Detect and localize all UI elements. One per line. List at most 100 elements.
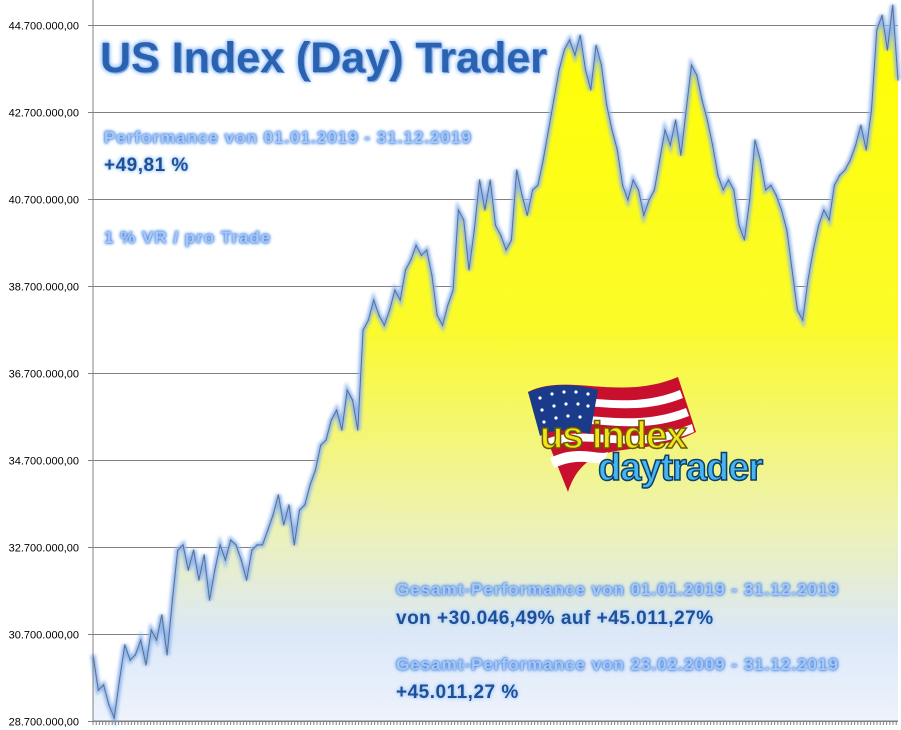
data-point xyxy=(764,189,767,191)
data-point xyxy=(145,664,147,666)
data-point xyxy=(251,549,253,551)
chart-title: US Index (Day) Trader xyxy=(100,34,547,82)
performance-label: Performance von 01.01.2019 - 31.12.2019 xyxy=(104,128,472,147)
data-point xyxy=(124,644,126,646)
y-tick-label: 28.700.000,00 xyxy=(9,717,79,729)
data-point xyxy=(833,184,836,186)
data-point xyxy=(637,189,640,191)
data-point xyxy=(129,659,131,661)
data-point xyxy=(791,269,793,271)
data-point xyxy=(643,214,645,216)
data-point xyxy=(468,269,470,271)
data-point xyxy=(727,179,730,181)
data-point xyxy=(240,559,242,561)
data-point xyxy=(426,249,428,251)
data-point xyxy=(267,529,269,531)
data-point xyxy=(373,299,375,301)
logo-line2: daytrader xyxy=(598,447,763,489)
data-point xyxy=(198,579,200,581)
data-point xyxy=(193,549,195,551)
data-point xyxy=(892,4,894,6)
data-point xyxy=(203,554,205,556)
total-performance-since-2009-value: +45.011,27 % xyxy=(396,682,519,703)
data-point xyxy=(521,194,523,196)
data-point xyxy=(362,329,364,331)
y-tick-label: 36.700.000,00 xyxy=(9,369,79,381)
data-point xyxy=(632,179,634,181)
data-point xyxy=(590,89,592,91)
data-point xyxy=(659,159,661,161)
data-point xyxy=(817,224,820,226)
data-point xyxy=(404,269,407,271)
data-point xyxy=(283,524,285,526)
data-point xyxy=(526,214,528,216)
data-point xyxy=(256,544,258,546)
data-point xyxy=(622,184,624,186)
y-tick-label: 32.700.000,00 xyxy=(9,543,79,555)
data-point xyxy=(298,509,301,511)
data-point xyxy=(277,494,279,496)
data-point xyxy=(214,569,216,571)
data-point xyxy=(431,274,433,276)
data-point xyxy=(187,569,189,571)
data-point xyxy=(394,289,396,291)
data-point xyxy=(346,389,348,391)
data-point xyxy=(108,704,110,706)
data-point xyxy=(733,189,735,191)
data-point xyxy=(410,259,412,261)
data-point xyxy=(383,324,385,326)
data-point xyxy=(706,119,708,121)
data-point xyxy=(839,174,841,176)
data-point xyxy=(516,169,518,171)
data-point xyxy=(415,244,417,246)
logo: us index daytrader xyxy=(528,377,765,492)
data-point xyxy=(388,309,391,311)
data-point xyxy=(547,129,550,131)
data-point xyxy=(627,199,629,201)
data-point xyxy=(812,249,814,251)
data-point xyxy=(743,239,746,241)
data-point xyxy=(849,159,851,161)
data-point xyxy=(304,504,306,506)
data-point xyxy=(802,319,804,321)
data-point xyxy=(510,239,512,241)
data-point xyxy=(574,54,576,56)
data-point xyxy=(579,34,581,36)
data-point xyxy=(584,69,587,71)
data-point xyxy=(97,689,99,691)
data-point xyxy=(754,139,756,141)
data-point xyxy=(452,289,454,291)
logo-line1: us index xyxy=(540,415,687,457)
data-point xyxy=(870,109,873,111)
data-point xyxy=(674,119,677,121)
data-point xyxy=(881,14,883,16)
data-point xyxy=(569,39,571,41)
data-point xyxy=(208,599,211,601)
data-point xyxy=(447,304,449,306)
data-point xyxy=(161,614,163,616)
data-point xyxy=(261,544,264,546)
data-point xyxy=(134,654,136,656)
data-point xyxy=(717,174,719,176)
data-point xyxy=(479,179,481,181)
data-point xyxy=(102,684,105,686)
data-point xyxy=(886,49,889,51)
data-point xyxy=(441,324,444,326)
data-point xyxy=(595,44,597,46)
y-tick-label: 38.700.000,00 xyxy=(9,282,79,294)
data-point xyxy=(770,184,772,186)
data-point xyxy=(245,579,248,581)
data-point xyxy=(224,559,227,561)
data-point xyxy=(537,184,539,186)
data-point xyxy=(759,159,761,161)
data-point xyxy=(786,229,788,231)
total-performance-2019-label: Gesamt-Performance von 01.01.2019 - 31.1… xyxy=(396,580,839,599)
data-point xyxy=(457,209,460,211)
data-point xyxy=(897,79,899,81)
data-point xyxy=(606,104,608,106)
data-point xyxy=(696,74,698,76)
data-point xyxy=(553,99,555,101)
data-point xyxy=(796,309,798,311)
data-point xyxy=(293,544,295,546)
data-point xyxy=(420,254,422,256)
